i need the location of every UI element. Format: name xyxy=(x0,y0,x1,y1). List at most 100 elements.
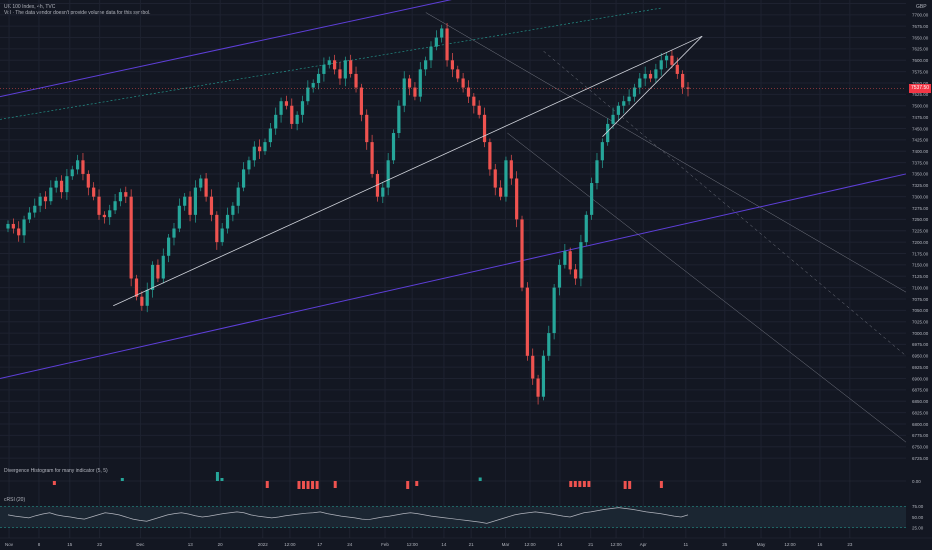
candle-body xyxy=(140,296,144,306)
candle-body xyxy=(161,255,165,279)
candle-body xyxy=(150,264,155,290)
candle-body xyxy=(22,219,26,236)
candle-body xyxy=(477,105,481,115)
candle-body xyxy=(65,176,69,193)
candle-body xyxy=(525,287,529,356)
candle-body xyxy=(225,214,230,229)
current-price-badge: 7537.50 xyxy=(909,84,931,94)
candle-body xyxy=(258,146,262,152)
price-tick-label: 7500.00 xyxy=(912,104,929,109)
rsi-band xyxy=(0,506,906,528)
price-tick-label: 7050.00 xyxy=(912,308,929,313)
candle-body xyxy=(461,78,465,88)
candle-body xyxy=(664,55,669,61)
rsi-line xyxy=(7,507,689,524)
price-tick-label: 7350.00 xyxy=(912,172,929,177)
time-tick-label: 2022 xyxy=(258,542,269,547)
price-tick-label: 7250.00 xyxy=(912,217,929,222)
price-tick-label: 7175.00 xyxy=(912,251,929,256)
candle-body xyxy=(402,78,406,106)
candle-body xyxy=(552,287,556,334)
candle-body xyxy=(681,73,685,88)
symbol-title: UK 100 Index, 4h, TVC xyxy=(4,4,56,10)
channel-upper-line xyxy=(0,0,452,98)
time-tick-label: 17 xyxy=(317,542,323,547)
candle-body xyxy=(424,60,428,70)
time-tick-label: 13 xyxy=(188,542,194,547)
candle-body xyxy=(349,60,353,74)
candle-body xyxy=(622,101,626,106)
candle-body xyxy=(493,169,497,188)
candle-body xyxy=(418,69,422,97)
divergence-bar xyxy=(297,481,301,489)
divergence-bar xyxy=(582,481,586,487)
candle-body xyxy=(59,180,64,193)
candle-body xyxy=(167,237,171,256)
time-tick-label: May xyxy=(757,542,766,547)
candle-body xyxy=(606,123,610,143)
candle-body xyxy=(279,101,283,115)
rsi-label: cRSI (20) xyxy=(4,497,26,503)
price-tick-label: 7425.00 xyxy=(912,138,929,143)
price-tick-label: 7525.00 xyxy=(912,92,929,97)
candle-body xyxy=(515,178,519,220)
time-tick-label: 12:00 xyxy=(610,542,622,547)
candle-body xyxy=(359,87,363,115)
price-tick-label: 6975.00 xyxy=(912,342,929,347)
chart-header: UK 100 Index, 4h, TVC Vol · The data ven… xyxy=(4,4,151,16)
price-tick-label: 7000.00 xyxy=(912,331,929,336)
candle-body xyxy=(81,160,85,174)
candle-body xyxy=(590,183,594,215)
candles xyxy=(6,23,690,405)
candle-body xyxy=(638,78,642,88)
divergence-tick-label: 0.00 xyxy=(912,479,921,484)
candle-body xyxy=(311,83,315,88)
divergence-bar xyxy=(415,481,419,486)
price-tick-label: 6825.00 xyxy=(912,410,929,415)
candle-body xyxy=(632,87,637,97)
price-tick-label: 7150.00 xyxy=(912,263,929,268)
time-tick-label: Mar xyxy=(502,542,510,547)
price-axis[interactable]: 7700.00 7675.00 7650.00 7625.00 7600.00 7575.… xyxy=(912,13,929,461)
candle-body xyxy=(49,187,53,202)
time-axis[interactable]: Nov 8 15 22 Dec 13 20 2022 12:00 17 24 Feb 12:00 14 21… xyxy=(0,537,932,547)
candle-body xyxy=(434,37,438,47)
candle-body xyxy=(488,142,492,170)
time-tick-label: 21 xyxy=(588,542,594,547)
candle-body xyxy=(643,73,647,79)
candle-body xyxy=(450,60,455,70)
divergence-bar xyxy=(659,481,663,488)
candle-body xyxy=(375,173,380,197)
candle-body xyxy=(520,219,524,288)
candle-body xyxy=(648,73,653,79)
divergence-bar xyxy=(315,481,319,489)
divergence-bar xyxy=(220,478,224,481)
divergence-bar xyxy=(311,481,315,489)
price-tick-label: 6900.00 xyxy=(912,376,929,381)
fan-line xyxy=(425,12,907,293)
candle-body xyxy=(113,201,117,211)
grid xyxy=(0,0,906,538)
candle-body xyxy=(413,87,417,97)
candle-body xyxy=(209,196,214,215)
price-tick-label: 7075.00 xyxy=(912,297,929,302)
price-tick-label: 7600.00 xyxy=(912,58,929,63)
candle-body xyxy=(381,187,385,197)
time-tick-label: 23 xyxy=(847,542,853,547)
candle-body xyxy=(536,378,540,397)
candle-body xyxy=(616,105,620,115)
price-tick-label: 7625.00 xyxy=(912,47,929,52)
candle-body xyxy=(573,269,578,279)
candle-body xyxy=(268,128,272,143)
price-tick-label: 7650.00 xyxy=(912,35,929,40)
price-tick-label: 6950.00 xyxy=(912,354,929,359)
price-tick-label: 7025.00 xyxy=(912,319,929,324)
divergence-label: Divergence Histogram for many indicator … xyxy=(4,468,108,474)
candle-body xyxy=(333,60,337,70)
candle-body xyxy=(365,114,369,143)
candle-body xyxy=(252,146,256,161)
price-tick-label: 7675.00 xyxy=(912,24,929,29)
candle-body xyxy=(370,142,374,174)
candle-body xyxy=(504,160,508,197)
